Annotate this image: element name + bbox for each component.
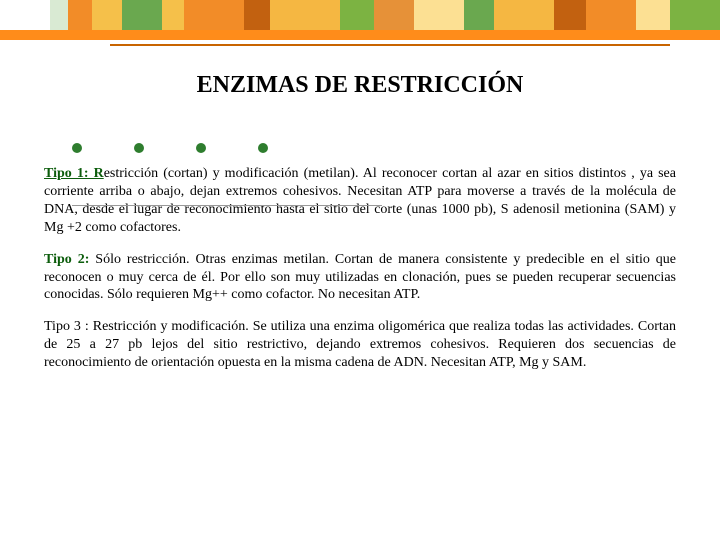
bullet-row: [72, 143, 720, 153]
band-segment: [184, 0, 244, 30]
page-title: ENZIMAS DE RESTRICCIÓN: [0, 72, 720, 99]
band-segment: [374, 0, 414, 30]
decorative-top-band: [0, 0, 720, 30]
band-segment: [122, 0, 162, 30]
bullet-dot: [258, 143, 268, 153]
paragraph-tipo-2: Tipo 2: Sólo restricción. Otras enzimas …: [44, 251, 676, 305]
bullet-dot: [196, 143, 206, 153]
tipo-1-text: estricción (cortan) y modificación (meti…: [44, 166, 676, 235]
orange-bar: [0, 30, 720, 40]
paragraph-tipo-3: Tipo 3 : Restricción y modificación. Se …: [44, 318, 676, 372]
band-segment: [92, 0, 122, 30]
tipo-2-text: Sólo restricción. Otras enzimas metilan.…: [44, 252, 676, 303]
bullet-underline: [72, 205, 382, 206]
tipo-3-label: Tipo 3 :: [44, 319, 89, 334]
bullet-dot: [134, 143, 144, 153]
tipo-3-text: Restricción y modificación. Se utiliza u…: [44, 319, 676, 370]
band-segment: [414, 0, 464, 30]
band-segment: [464, 0, 494, 30]
header-rule: [110, 44, 670, 46]
tipo-2-label: Tipo 2: [44, 252, 85, 267]
band-segment: [494, 0, 554, 30]
content-area: Tipo 1: Restricción (cortan) y modificac…: [0, 153, 720, 372]
band-segment: [340, 0, 374, 30]
band-segment: [68, 0, 92, 30]
band-segment: [636, 0, 670, 30]
bullet-dot: [72, 143, 82, 153]
paragraph-tipo-1: Tipo 1: Restricción (cortan) y modificac…: [44, 165, 676, 237]
band-segment: [554, 0, 586, 30]
band-segment: [244, 0, 270, 30]
band-segment: [50, 0, 68, 30]
tipo-1-label: Tipo 1: R: [44, 166, 104, 181]
band-segment: [162, 0, 184, 30]
band-segment: [270, 0, 340, 30]
band-segment: [586, 0, 636, 30]
band-segment: [670, 0, 720, 30]
band-segment: [0, 0, 50, 30]
